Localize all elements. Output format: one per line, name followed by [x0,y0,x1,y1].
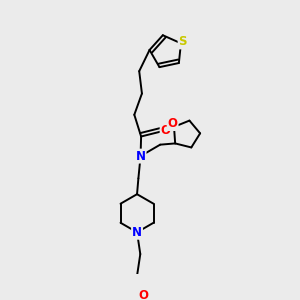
Text: O: O [139,289,149,300]
Text: N: N [136,150,146,163]
Text: O: O [168,117,178,130]
Text: O: O [160,124,171,137]
Text: N: N [132,226,142,239]
Text: S: S [178,35,187,48]
